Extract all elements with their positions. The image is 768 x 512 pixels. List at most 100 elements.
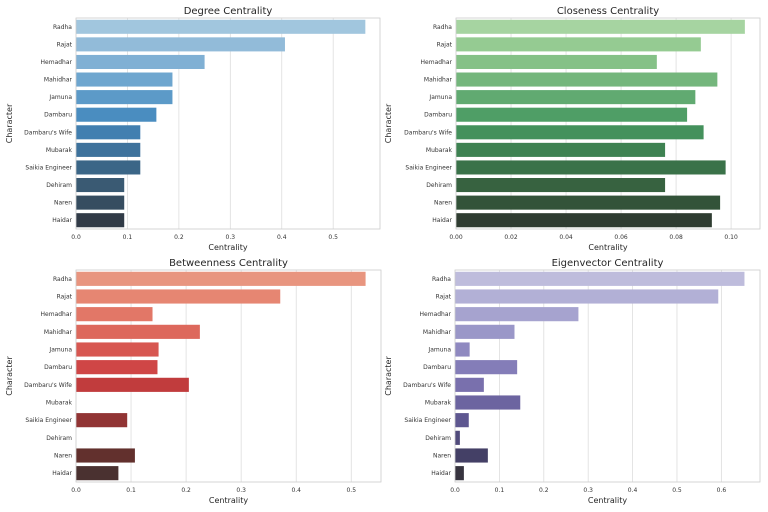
closeness-xtick-label: 0.02: [504, 234, 518, 241]
eigenvector-ytick-label: Jamuna: [427, 347, 451, 354]
eigenvector-ytick-label: Naren: [433, 453, 451, 460]
closeness-ytick-label: Hemadhar: [421, 59, 453, 66]
eigenvector-bar: [455, 271, 745, 286]
eigenvector-title: Eigenvector Centrality: [552, 258, 664, 269]
eigenvector-ytick-label: Mubarak: [425, 400, 452, 407]
degree-ytick-label: Mubarak: [46, 147, 73, 154]
closeness-ytick-label: Rajat: [437, 41, 453, 48]
degree-bar: [76, 90, 173, 105]
closeness-xtick-label: 0.08: [669, 234, 683, 241]
closeness-ylabel: Character: [384, 103, 393, 143]
betweenness-xlabel: Centrality: [209, 496, 248, 505]
eigenvector-bar: [455, 430, 460, 445]
degree-bar: [76, 72, 173, 87]
eigenvector-xtick-label: 0.6: [717, 487, 727, 494]
closeness-bar: [456, 107, 688, 122]
closeness-xtick-label: 0.00: [449, 234, 463, 241]
betweenness-xtick-label: 0.5: [346, 487, 356, 494]
degree-ytick-label: Jamuna: [48, 94, 72, 101]
eigenvector-xlabel: Centrality: [588, 496, 627, 505]
eigenvector-axes-frame: [454, 269, 761, 483]
degree-bar: [76, 107, 157, 122]
eigenvector-xtick-label: 0.4: [628, 487, 638, 494]
closeness-panel: Radha Rajat Hemadhar Mahidhar Jamuna Dambaru D…: [384, 6, 761, 252]
betweenness-bar: [76, 413, 128, 428]
degree-title: Degree Centrality: [184, 6, 273, 17]
closeness-ytick-label: Dambaru: [424, 112, 452, 119]
betweenness-bar: [76, 342, 159, 357]
betweenness-bar: [76, 324, 200, 339]
betweenness-bar: [76, 271, 366, 286]
betweenness-xtick-label: 0.0: [71, 487, 81, 494]
degree-ytick-label: Dehiram: [46, 182, 72, 189]
degree-ytick-label: Rajat: [57, 41, 73, 48]
degree-bar: [76, 142, 141, 157]
eigenvector-bar: [455, 307, 579, 322]
betweenness-ytick-label: Mahidhar: [44, 329, 73, 336]
betweenness-bar: [76, 307, 153, 322]
closeness-ytick-label: Naren: [434, 200, 452, 207]
betweenness-ytick-label: Naren: [54, 453, 72, 460]
degree-bar: [76, 37, 285, 52]
degree-xtick-label: 0.3: [226, 234, 236, 241]
betweenness-xtick-label: 0.1: [126, 487, 136, 494]
closeness-ytick-label: Mubarak: [426, 147, 453, 154]
degree-bar: [76, 160, 141, 175]
closeness-xtick-label: 0.10: [724, 234, 738, 241]
closeness-title: Closeness Centrality: [557, 6, 659, 17]
betweenness-ytick-label: Radha: [53, 276, 72, 283]
closeness-ytick-label: Haidar: [432, 217, 452, 224]
betweenness-bar: [76, 377, 189, 392]
degree-ytick-label: Dambaru: [44, 112, 72, 119]
eigenvector-xtick-label: 0.2: [539, 487, 549, 494]
eigenvector-ytick-label: Rajat: [436, 294, 452, 301]
degree-xtick-label: 0.1: [123, 234, 133, 241]
closeness-xtick-label: 0.06: [614, 234, 628, 241]
closeness-bar: [456, 54, 657, 69]
closeness-xtick-label: 0.04: [559, 234, 573, 241]
eigenvector-ytick-label: Hemadhar: [420, 311, 452, 318]
betweenness-xtick-label: 0.3: [236, 487, 246, 494]
betweenness-bar: [76, 466, 119, 481]
eigenvector-bar: [455, 395, 521, 410]
eigenvector-panel: Radha Rajat Hemadhar Mahidhar Jamuna Dambaru D…: [384, 258, 761, 505]
degree-ytick-label: Saikia Engineer: [25, 164, 72, 171]
betweenness-bar: [76, 289, 281, 304]
betweenness-ytick-label: Hemadhar: [41, 311, 73, 318]
closeness-bar: [456, 72, 718, 87]
eigenvector-ytick-label: Dambaru's Wife: [403, 382, 451, 389]
degree-axes-frame: [75, 17, 381, 230]
eigenvector-ytick-label: Dambaru: [423, 364, 451, 371]
closeness-bar: [456, 37, 701, 52]
closeness-ytick-label: Jamuna: [428, 94, 452, 101]
degree-xtick-label: 0.2: [174, 234, 184, 241]
closeness-bar: [456, 213, 712, 228]
closeness-xlabel: Centrality: [588, 243, 627, 252]
eigenvector-ytick-label: Mahidhar: [423, 329, 452, 336]
degree-xtick-label: 0.5: [328, 234, 338, 241]
closeness-bar: [456, 125, 704, 140]
betweenness-ylabel: Character: [5, 356, 14, 396]
closeness-bar: [456, 178, 666, 193]
degree-xlabel: Centrality: [208, 243, 247, 252]
betweenness-ytick-label: Dehiram: [46, 435, 72, 442]
degree-xtick-label: 0.0: [71, 234, 81, 241]
closeness-axes-frame: [455, 17, 761, 230]
degree-ytick-label: Dambaru's Wife: [24, 129, 72, 136]
eigenvector-xtick-label: 0.3: [583, 487, 593, 494]
betweenness-axes-frame: [75, 269, 382, 483]
betweenness-bar: [76, 448, 135, 463]
eigenvector-ytick-label: Saikia Engineer: [404, 417, 451, 424]
degree-ytick-label: Hemadhar: [41, 59, 73, 66]
betweenness-ytick-label: Jamuna: [48, 347, 72, 354]
eigenvector-bar: [455, 413, 469, 428]
closeness-bar: [456, 195, 721, 210]
eigenvector-bar: [455, 466, 464, 481]
eigenvector-bar: [455, 360, 518, 375]
betweenness-xtick-label: 0.2: [181, 487, 191, 494]
betweenness-bar: [76, 360, 158, 375]
degree-ytick-label: Naren: [54, 200, 72, 207]
degree-bar: [76, 19, 366, 34]
eigenvector-ytick-label: Dehiram: [425, 435, 451, 442]
